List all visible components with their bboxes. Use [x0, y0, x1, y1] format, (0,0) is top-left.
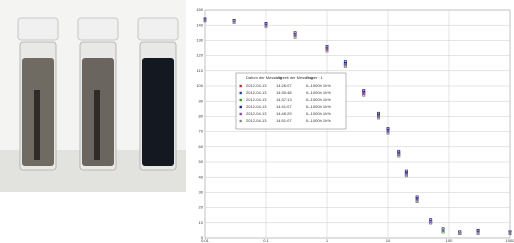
- x-tick-label: 0.1: [263, 238, 269, 243]
- y-tick-label: 120: [196, 53, 203, 58]
- legend-date: 2012-04-13: [246, 104, 267, 109]
- legend-sample: IL-1000h 1h%: [306, 118, 331, 123]
- y-tick-label: 150: [196, 7, 203, 12]
- y-tick-label: 90: [199, 98, 204, 103]
- legend-sample: IL-1000h 1h%: [306, 104, 331, 109]
- y-tick-label: 10: [199, 220, 204, 225]
- x-tick-label: 10: [386, 238, 391, 243]
- y-tick-label: 70: [199, 129, 204, 134]
- y-tick-label: 20: [199, 205, 204, 210]
- legend-date: 2012-04-13: [246, 97, 267, 102]
- vial-photo: [0, 0, 186, 192]
- legend-marker: [240, 120, 242, 122]
- legend-date: 2012-04-13: [246, 83, 267, 88]
- y-tick-label: 80: [199, 113, 204, 118]
- y-tick-label: 30: [199, 189, 204, 194]
- legend-sample: IL-1000h 1h%: [306, 111, 331, 116]
- y-tick-label: 130: [196, 37, 203, 42]
- legend-sample: IL-1000h 1h%: [306, 90, 331, 95]
- legend-marker: [240, 85, 242, 87]
- legend-date: 2012-04-13: [246, 90, 267, 95]
- figure: 01020304050607080901001101201301401500.0…: [0, 0, 514, 243]
- legend-date: 2012-04-13: [246, 111, 267, 116]
- legend-entry: 14:51:07: [276, 118, 292, 123]
- y-tick-label: 100: [196, 83, 203, 88]
- y-tick-label: 140: [196, 22, 203, 27]
- y-tick-label: 50: [199, 159, 204, 164]
- legend-marker: [240, 92, 242, 94]
- x-tick-label: 100: [446, 238, 453, 243]
- x-tick-label: 1: [326, 238, 329, 243]
- legend-marker: [240, 99, 242, 101]
- legend-sample: IL-1000h 1h%: [306, 97, 331, 102]
- y-tick-label: 40: [199, 174, 204, 179]
- legend-entry: 14:26:07: [276, 83, 292, 88]
- legend-date: 2012-04-13: [246, 118, 267, 123]
- x-tick-label: 0.01: [201, 238, 210, 243]
- y-tick-label: 60: [199, 144, 204, 149]
- legend-marker: [240, 106, 242, 108]
- x-tick-label: 1000: [506, 238, 514, 243]
- legend-entry: 14:37:13: [276, 97, 292, 102]
- legend-entry: 14:41:07: [276, 104, 292, 109]
- legend-entry: 14:30:48: [276, 90, 292, 95]
- legend-entry: 14:46:29: [276, 111, 292, 116]
- y-tick-label: 110: [197, 68, 204, 73]
- legend-marker: [240, 113, 242, 115]
- legend-header: Power : 1: [306, 75, 324, 80]
- legend-sample: IL-1000h 1h%: [306, 83, 331, 88]
